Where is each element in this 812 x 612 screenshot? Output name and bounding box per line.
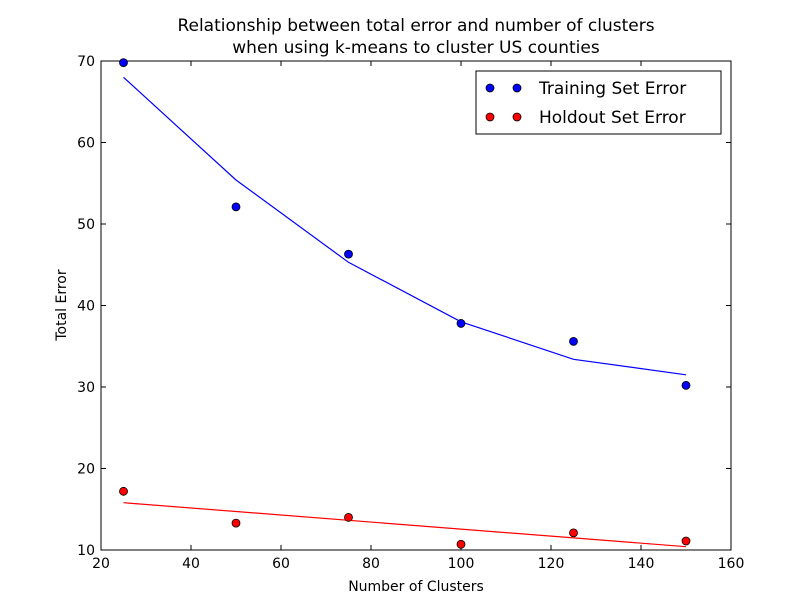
plot-area	[100, 60, 732, 551]
legend-marker	[485, 112, 495, 122]
legend-marker	[485, 83, 495, 93]
fit-lines	[123, 76, 687, 548]
y-tick-label: 40	[77, 299, 95, 315]
data-point-series-2	[344, 513, 353, 522]
data-point-series-1	[344, 249, 353, 259]
fit-line-series-1	[123, 76, 687, 376]
x-tick-label: 40	[182, 556, 200, 572]
y-tick-label: 10	[77, 543, 95, 559]
x-tick-label: 140	[628, 556, 655, 572]
data-point-series-1	[456, 319, 466, 328]
legend: Training Set Error Holdout Set Error	[475, 70, 722, 135]
legend-label: Training Set Error	[538, 79, 686, 99]
y-tick-label: 60	[77, 136, 95, 152]
data-point-series-2	[231, 518, 241, 528]
x-axis-label: Number of Clusters	[348, 579, 484, 595]
x-tick-label: 80	[362, 556, 380, 572]
data-point-series-2	[569, 528, 578, 538]
x-tick-label: 100	[448, 556, 475, 572]
x-tick-label: 60	[272, 556, 290, 572]
y-tick-label: 20	[77, 462, 95, 478]
legend-box	[475, 70, 722, 135]
fit-line-series-2	[123, 502, 687, 548]
data-point-series-2	[456, 539, 466, 549]
y-tick-label: 50	[77, 217, 95, 233]
y-tick-label: 30	[77, 380, 95, 396]
chart-title-line-1: Relationship between total error and num…	[177, 16, 654, 36]
data-point-series-2	[119, 486, 128, 496]
data-points	[119, 58, 691, 549]
y-tick-label: 70	[77, 54, 95, 70]
chart-title-line-2: when using k-means to cluster US countie…	[232, 38, 600, 58]
x-tick-label: 120	[538, 556, 565, 572]
x-tick-label: 20	[92, 556, 110, 572]
legend-marker	[512, 112, 522, 122]
y-axis-label: Total Error	[54, 269, 70, 342]
data-point-series-1	[569, 336, 578, 346]
data-point-series-2	[681, 536, 691, 546]
data-point-series-1	[119, 58, 128, 68]
legend-label: Holdout Set Error	[539, 108, 686, 128]
data-point-series-1	[231, 202, 241, 212]
x-tick-label: 160	[718, 556, 745, 572]
legend-marker	[512, 83, 522, 93]
data-point-series-1	[681, 380, 691, 390]
